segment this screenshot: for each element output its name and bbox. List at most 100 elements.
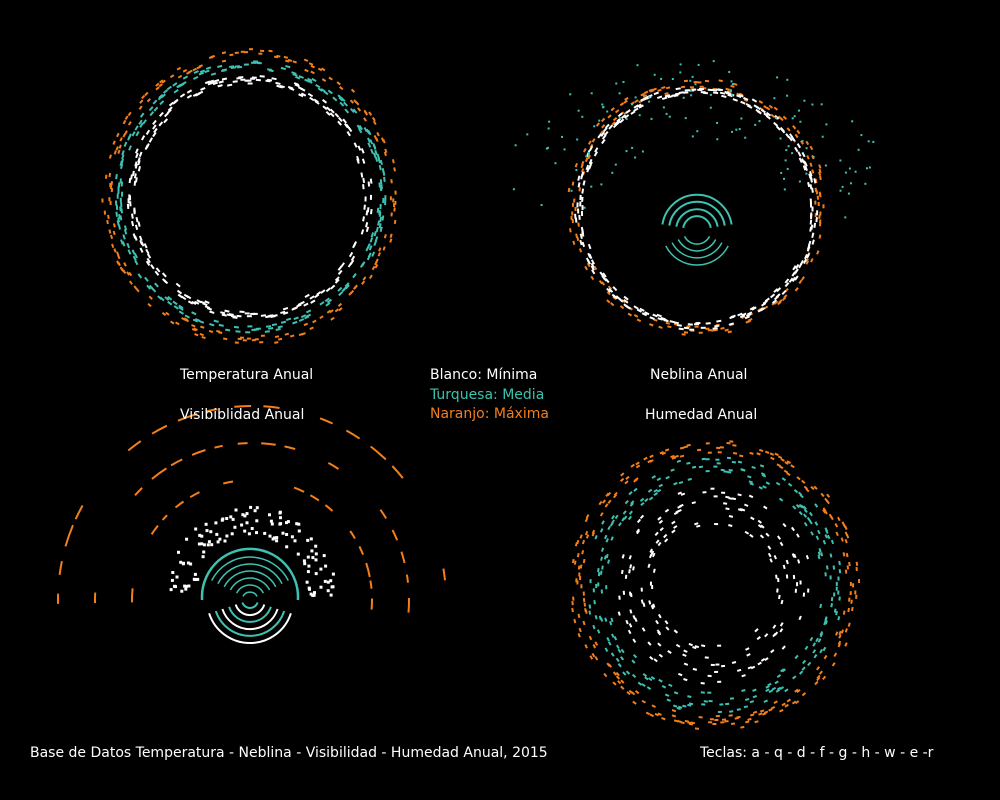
temp-mean-mark xyxy=(307,77,313,82)
temp-max-mark xyxy=(116,251,120,256)
temp-min-mark xyxy=(187,300,194,305)
fog-max-mark xyxy=(571,181,575,186)
temp-max-mark xyxy=(139,99,144,104)
temp-min-mark xyxy=(137,157,141,163)
hum-mean-mark xyxy=(633,487,638,492)
vis-min-mark xyxy=(215,532,219,536)
hum-mean-mark xyxy=(600,547,605,552)
hum-mean-mark xyxy=(808,519,813,525)
hum-mean-mark xyxy=(648,677,653,682)
hum-mean-mark xyxy=(603,534,608,540)
hum-min-mark xyxy=(700,682,705,685)
hum-max-mark xyxy=(584,530,589,536)
temp-min-mark xyxy=(265,79,271,83)
vis-max-arc xyxy=(223,480,234,485)
fog-max-mark xyxy=(798,279,803,284)
fog-max-mark xyxy=(680,85,686,89)
vis-min-mark xyxy=(268,513,271,517)
temp-max-mark xyxy=(119,137,123,142)
temp-mean-mark xyxy=(292,73,298,77)
temp-max-mark xyxy=(148,295,153,300)
temp-max-mark xyxy=(355,101,360,106)
temp-max-mark xyxy=(146,98,151,103)
fog-min-mark xyxy=(619,118,625,124)
hum-mean-mark xyxy=(817,638,822,643)
temp-min-mark xyxy=(347,126,353,133)
fog-min-mark xyxy=(577,182,581,188)
hum-max-mark xyxy=(791,700,797,705)
temp-mean-mark xyxy=(121,241,126,247)
hum-max-mark xyxy=(780,458,785,462)
temp-max-mark xyxy=(116,260,120,265)
temp-max-mark xyxy=(165,311,170,316)
vis-max-arc xyxy=(263,405,280,409)
temp-min-mark xyxy=(337,269,343,275)
fog-mean-mark xyxy=(811,103,814,106)
temp-max-mark xyxy=(337,302,343,307)
fog-max-mark xyxy=(724,328,729,332)
hum-mean-mark xyxy=(799,494,804,499)
vis-min-mark xyxy=(197,542,201,546)
temp-max-mark xyxy=(276,54,281,58)
hum-mean-mark xyxy=(760,472,766,476)
hum-max-mark xyxy=(585,534,590,539)
temp-max-mark xyxy=(384,148,388,154)
temp-mean-mark xyxy=(280,66,287,71)
temp-min-mark xyxy=(337,265,343,271)
vis-min-mark xyxy=(303,562,307,566)
hum-mean-mark xyxy=(627,515,632,521)
vis-max-arc xyxy=(284,445,296,451)
vis-max-arc xyxy=(345,429,361,440)
temp-max-mark xyxy=(147,302,152,308)
fog-mean-mark xyxy=(697,63,700,66)
vis-max-arc xyxy=(261,442,276,446)
fog-max-mark xyxy=(801,276,805,281)
hum-mean-mark xyxy=(639,497,645,502)
temp-min-mark xyxy=(334,112,340,118)
temp-max-mark xyxy=(284,332,290,336)
hum-mean-mark xyxy=(749,482,754,486)
temp-mean-mark xyxy=(132,255,137,261)
hum-min-mark xyxy=(757,519,762,524)
hum-mean-mark xyxy=(832,565,836,570)
hum-mean-mark xyxy=(808,511,813,517)
fog-max-mark xyxy=(574,162,578,168)
hum-max-mark xyxy=(779,465,784,470)
fog-min-mark xyxy=(620,114,627,119)
temp-min-mark xyxy=(232,316,238,319)
temp-mean-mark xyxy=(230,66,237,69)
fog-max-mark xyxy=(818,171,822,176)
vis-max-arc xyxy=(327,462,340,470)
temp-mean-mark xyxy=(181,81,187,86)
hum-min-mark xyxy=(641,627,646,632)
fog-min-mark xyxy=(784,282,790,288)
fog-max-mark xyxy=(614,109,620,114)
fog-max-mark xyxy=(718,79,723,83)
vis-min-mark xyxy=(171,571,175,574)
hum-mean-mark xyxy=(622,671,627,676)
fog-mean-mark xyxy=(682,96,685,99)
hum-min-mark xyxy=(759,534,765,539)
temp-mean-mark xyxy=(374,236,379,242)
hum-mean-mark xyxy=(588,610,592,615)
fog-min-mark xyxy=(738,93,744,98)
temp-mean-mark xyxy=(173,88,179,94)
temp-mean-mark xyxy=(332,96,338,102)
vis-min-mark xyxy=(329,593,333,597)
hum-max-mark xyxy=(577,633,581,638)
temp-min-mark xyxy=(183,293,190,299)
vis-min-mark xyxy=(200,542,204,546)
fog-mean-mark xyxy=(738,128,741,131)
hum-min-mark xyxy=(756,636,761,641)
fog-max-mark xyxy=(782,115,787,120)
hum-mean-mark xyxy=(779,686,785,691)
fog-mean-mark xyxy=(783,177,785,180)
hum-mean-mark xyxy=(673,691,679,695)
hum-max-mark xyxy=(769,452,775,456)
hum-mean-mark xyxy=(781,668,787,673)
fog-max-mark xyxy=(805,260,810,265)
fog-min-mark xyxy=(707,88,713,92)
fog-min-mark xyxy=(809,219,813,225)
temp-max-mark xyxy=(268,49,273,53)
hum-mean-mark xyxy=(778,497,784,502)
